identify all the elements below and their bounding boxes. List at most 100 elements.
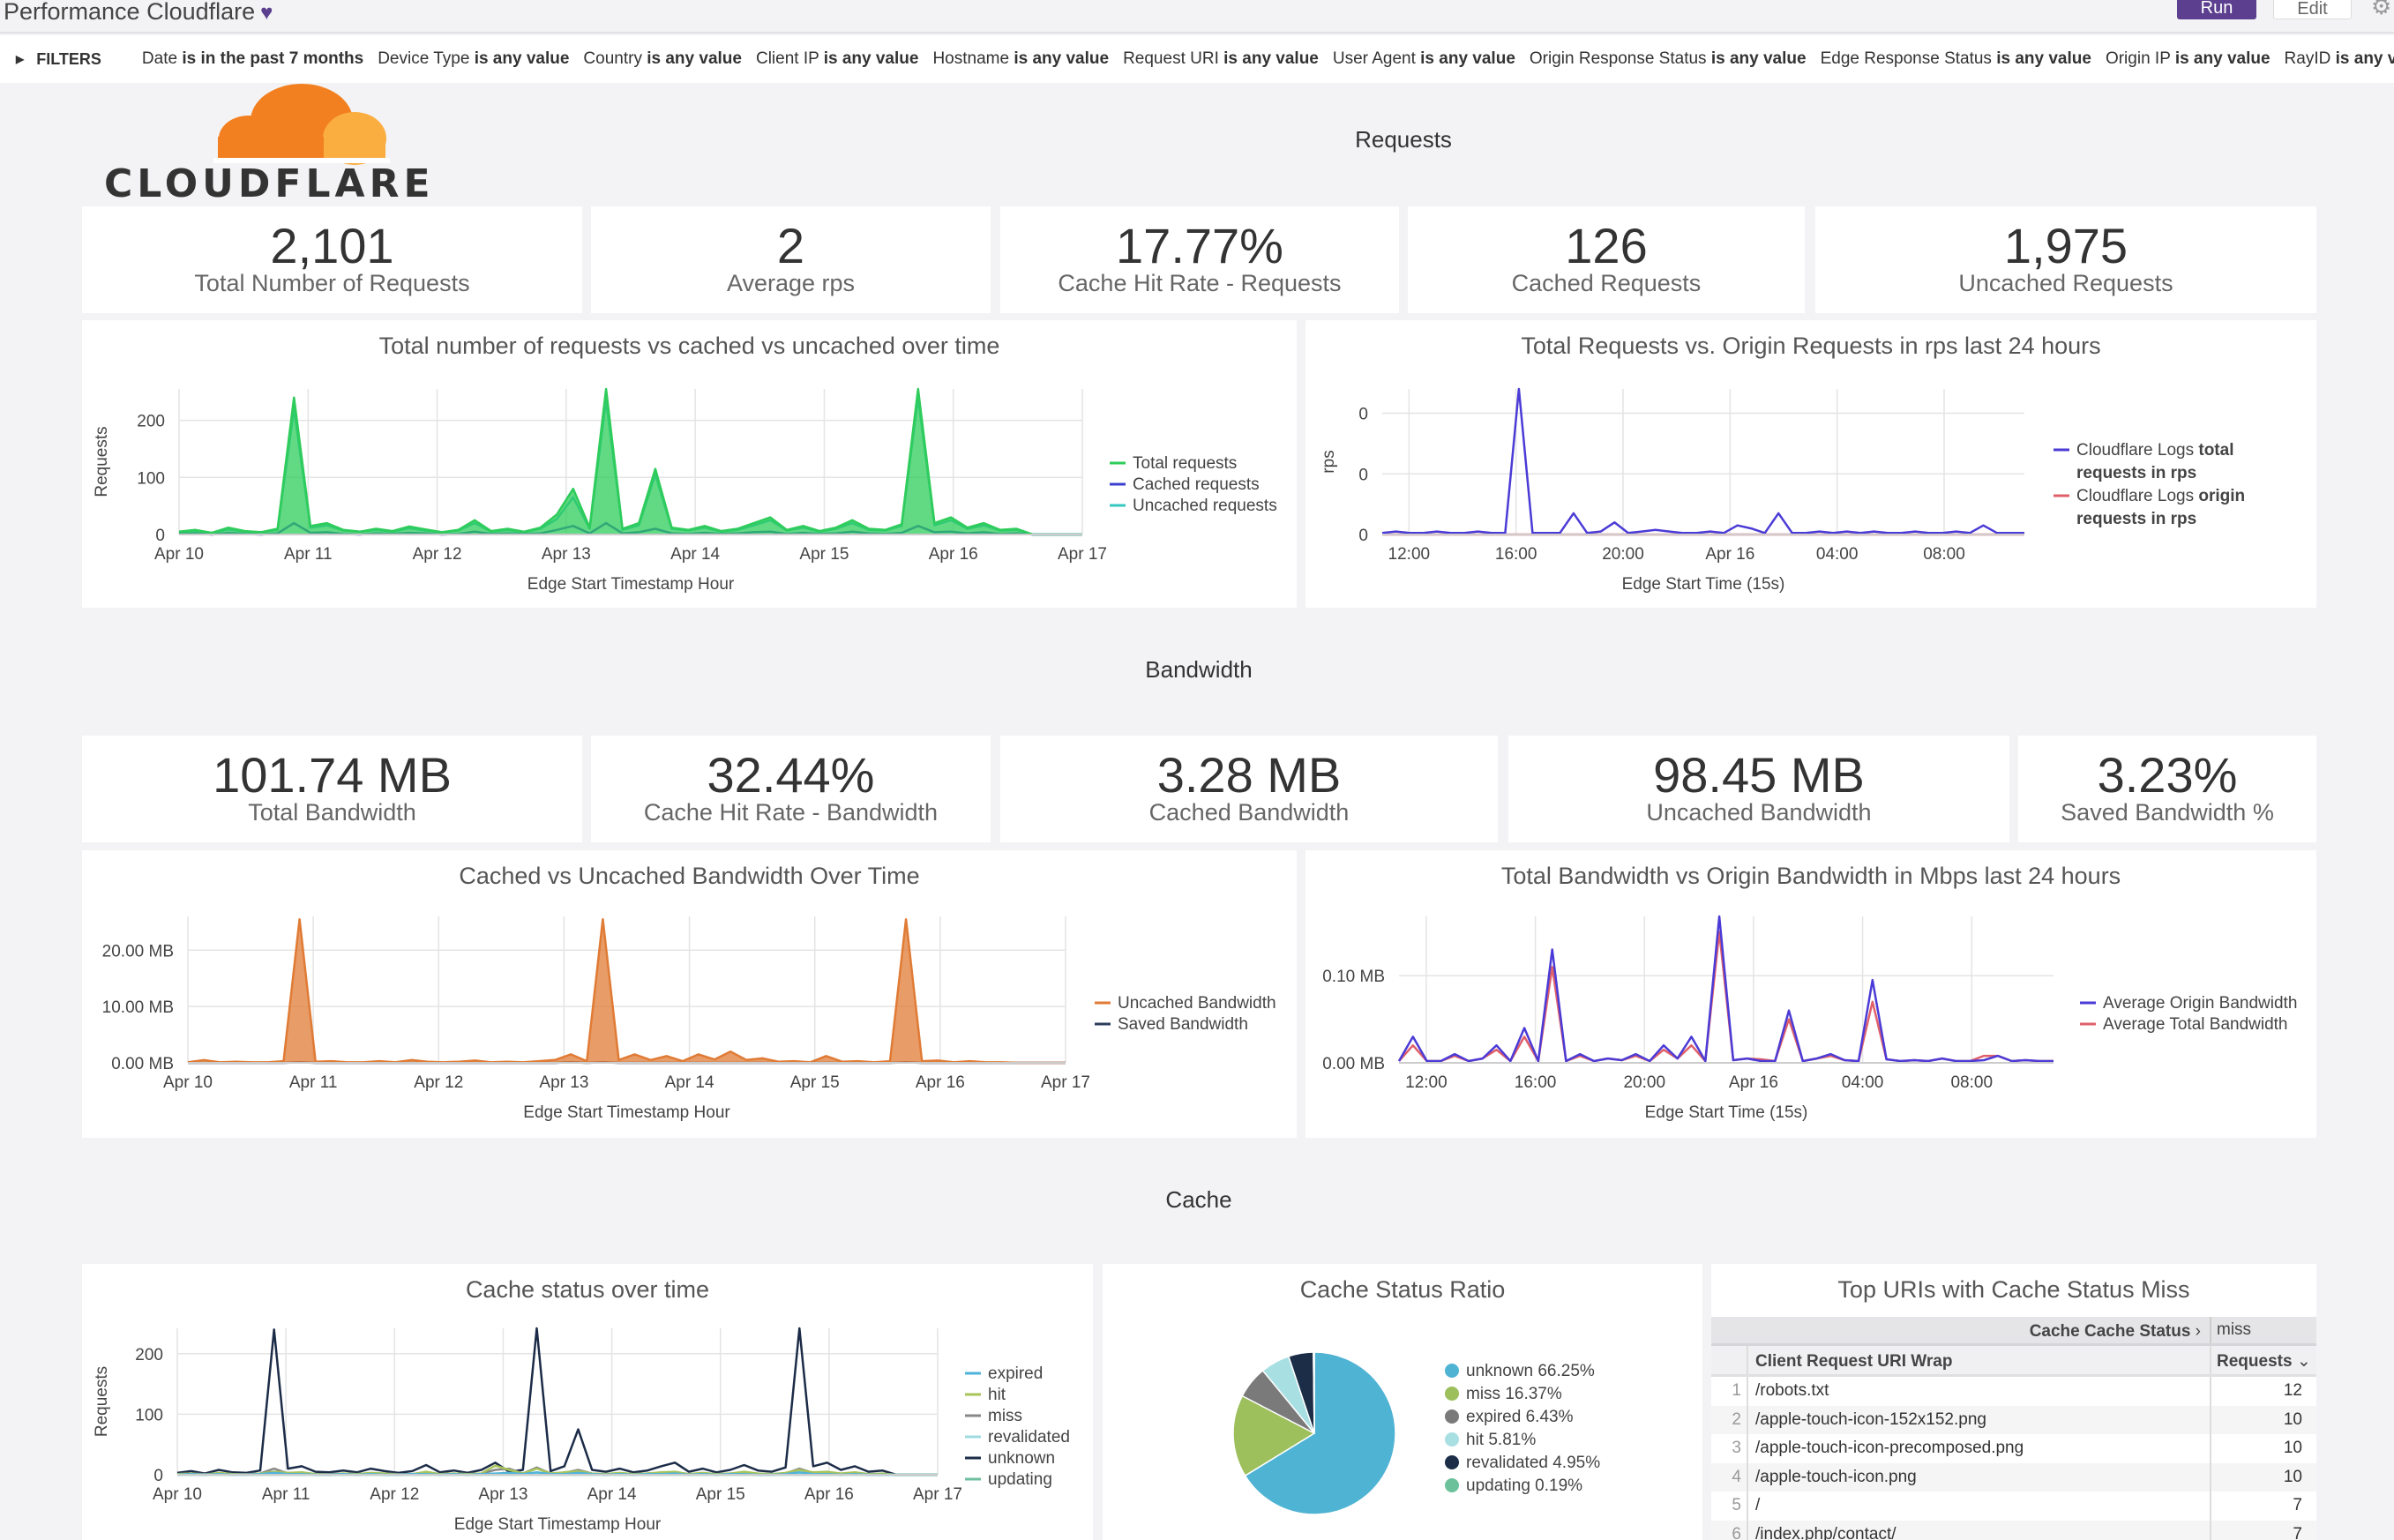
filter-field: Origin Response Status <box>1529 49 1707 68</box>
chart-title: Total Bandwidth vs Origin Bandwidth in M… <box>1500 863 2121 889</box>
x-tick-label: Apr 11 <box>284 545 333 564</box>
kpi-tile: 3.28 MB Cached Bandwidth <box>1000 736 1498 842</box>
y-tick-label: 0 <box>1358 466 1368 484</box>
edit-button[interactable]: Edit <box>2273 0 2352 19</box>
filter-field: Origin IP <box>2105 49 2171 68</box>
x-tick-label: 12:00 <box>1405 1073 1448 1092</box>
table-row[interactable]: 5/ 7 <box>1711 1491 2316 1521</box>
x-tick-label: Apr 16 <box>1705 545 1754 564</box>
row-number: 2 <box>1711 1405 1748 1434</box>
x-tick-label: Apr 15 <box>799 545 849 564</box>
filter-item[interactable]: Country is any value <box>583 49 742 69</box>
chart-title: Cached vs Uncached Bandwidth Over Time <box>459 863 920 889</box>
filter-item[interactable]: Hostname is any value <box>932 49 1109 69</box>
filter-item[interactable]: Device Type is any value <box>378 49 569 69</box>
legend-label: updating 0.19% <box>1466 1476 1582 1495</box>
kpi-tile: 101.74 MB Total Bandwidth <box>82 736 582 842</box>
filter-item[interactable]: User Agent is any value <box>1333 49 1515 69</box>
run-button[interactable]: Run <box>2177 0 2256 19</box>
cloudflare-cloud-icon <box>213 84 390 165</box>
filter-item[interactable]: Edge Response Status is any value <box>1821 49 2091 69</box>
kpi-value: 1,975 <box>2003 218 2128 273</box>
y-tick-label: 0 <box>155 527 165 545</box>
legend-dot <box>1445 1478 1459 1492</box>
y-axis-title: rps <box>1320 450 1338 473</box>
table-row[interactable]: 1/robots.txt 12 <box>1711 1377 2316 1406</box>
legend-label-bold-2: requests in rps <box>2076 464 2196 482</box>
legend-label-bold-1: origin <box>2198 487 2245 505</box>
dashboard-title: Performance Cloudflare ♥ <box>4 0 273 26</box>
x-tick-label: 12:00 <box>1388 545 1431 564</box>
chart-bandwidth-24h: Total Bandwidth vs Origin Bandwidth in M… <box>1305 850 2316 1138</box>
table-row[interactable]: 4/apple-touch-icon.png 10 <box>1711 1462 2316 1491</box>
filter-item[interactable]: Client IP is any value <box>756 49 918 69</box>
kpi-label: Uncached Requests <box>1958 270 2173 296</box>
table-row[interactable]: 3/apple-touch-icon-precomposed.png 10 <box>1711 1434 2316 1463</box>
gear-icon[interactable]: ⚙ <box>2371 0 2392 19</box>
legend-label: Cached requests <box>1133 475 1260 494</box>
legend-label-plain: Cloudflare Logs <box>2076 441 2198 460</box>
x-tick-label: Apr 17 <box>1041 1073 1090 1092</box>
y-tick-label: 0 <box>1358 406 1368 424</box>
kpi-label: Average rps <box>726 270 856 296</box>
kpi-value: 32.44% <box>707 747 875 803</box>
chart-rps-24h: Total Requests vs. Origin Requests in rp… <box>1305 320 2316 608</box>
table-row[interactable]: 2/apple-touch-icon-152x152.png 10 <box>1711 1405 2316 1434</box>
x-tick-label: Apr 11 <box>289 1073 338 1092</box>
column-header-requests[interactable]: Requests ⌄ <box>2211 1346 2316 1374</box>
c5-svg: Apr 10 Apr 11 Apr 12 Apr 13 Apr 14 Apr 15 Apr … <box>93 1327 1070 1534</box>
kpi-label: Total Bandwidth <box>248 799 416 826</box>
filter-item[interactable]: Origin Response Status is any value <box>1530 49 1807 69</box>
kpi-value: 98.45 MB <box>1653 747 1865 803</box>
uri-table: Cache Cache Status › miss Client Request … <box>1711 1317 2316 1540</box>
filter-field: Device Type <box>378 49 470 68</box>
x-tick-label: Apr 16 <box>929 545 978 564</box>
legend-dot <box>1445 1432 1459 1447</box>
x-tick-label: Apr 13 <box>478 1485 527 1504</box>
filters-toggle[interactable]: ▶ FILTERS <box>16 50 101 69</box>
y-tick-label: 20.00 MB <box>102 942 174 961</box>
filter-item[interactable]: RayID is any valu... <box>2285 49 2394 69</box>
y-tick-label: 0 <box>1358 527 1368 545</box>
table-row[interactable]: 6/index.php/contact/7 <box>1711 1520 2316 1540</box>
x-tick-label: Apr 14 <box>587 1485 637 1504</box>
series-line-unknown <box>176 1327 938 1476</box>
filter-field: Country <box>583 49 642 68</box>
x-tick-label: Apr 17 <box>913 1485 962 1504</box>
x-axis-title: Edge Start Timestamp Hour <box>523 1103 730 1122</box>
dashboard-title-text: Performance Cloudflare <box>4 0 256 25</box>
filter-field: Hostname <box>932 49 1010 68</box>
chart-cache-status-ratio: Cache Status Ratio unknown 66.25% miss 16.… <box>1103 1264 1702 1540</box>
kpi-label: Cache Hit Rate - Requests <box>1058 270 1342 296</box>
kpi-label: Total Number of Requests <box>194 270 470 296</box>
x-axis-title: Edge Start Timestamp Hour <box>454 1515 662 1534</box>
filter-item[interactable]: Origin IP is any value <box>2106 49 2271 69</box>
row-number: 3 <box>1711 1434 1748 1463</box>
favorite-heart-icon[interactable]: ♥ <box>260 1 273 25</box>
filter-field: User Agent <box>1332 49 1416 68</box>
column-header-uri[interactable]: Client Request URI Wrap <box>1748 1346 2211 1374</box>
legend-label-bold-2: requests in rps <box>2076 510 2196 528</box>
x-tick-label: Apr 14 <box>665 1073 714 1092</box>
legend-label: Average Total Bandwidth <box>2103 1015 2288 1034</box>
chart-cache-status-over-time: Cache status over time Apr 10 Apr 11 Apr 12… <box>82 1264 1093 1540</box>
uri-cell: /index.php/contact/ <box>1748 1520 2211 1540</box>
kpi-tile: 3.23% Saved Bandwidth % <box>2018 736 2316 842</box>
x-tick-label: 04:00 <box>1842 1073 1884 1092</box>
legend-dot <box>1445 1455 1459 1469</box>
x-tick-label: 16:00 <box>1495 545 1537 564</box>
uri-cell: /apple-touch-icon-precomposed.png <box>1748 1434 2211 1463</box>
legend-label: Cloudflare Logs origin <box>2076 487 2245 505</box>
column-header-requests-label: Requests <box>2217 1352 2293 1371</box>
pie-slice-unknown <box>1244 1351 1396 1515</box>
x-tick-label: 04:00 <box>1816 545 1859 564</box>
kpi-value: 126 <box>1565 218 1648 273</box>
filter-condition: is any value <box>2174 49 2271 68</box>
row-number: 4 <box>1711 1462 1748 1491</box>
kpi-tile: 32.44% Cache Hit Rate - Bandwidth <box>591 736 991 842</box>
requests-cell: 7 <box>2293 1496 2302 1514</box>
filter-item[interactable]: Request URI is any value <box>1123 49 1319 69</box>
kpi-value: 101.74 MB <box>213 747 452 803</box>
filter-item[interactable]: Date is in the past 7 months <box>142 49 363 69</box>
c1-svg: Apr 10 Apr 11 Apr 12 Apr 13 Apr 14 Apr 15 Apr … <box>93 387 1277 594</box>
